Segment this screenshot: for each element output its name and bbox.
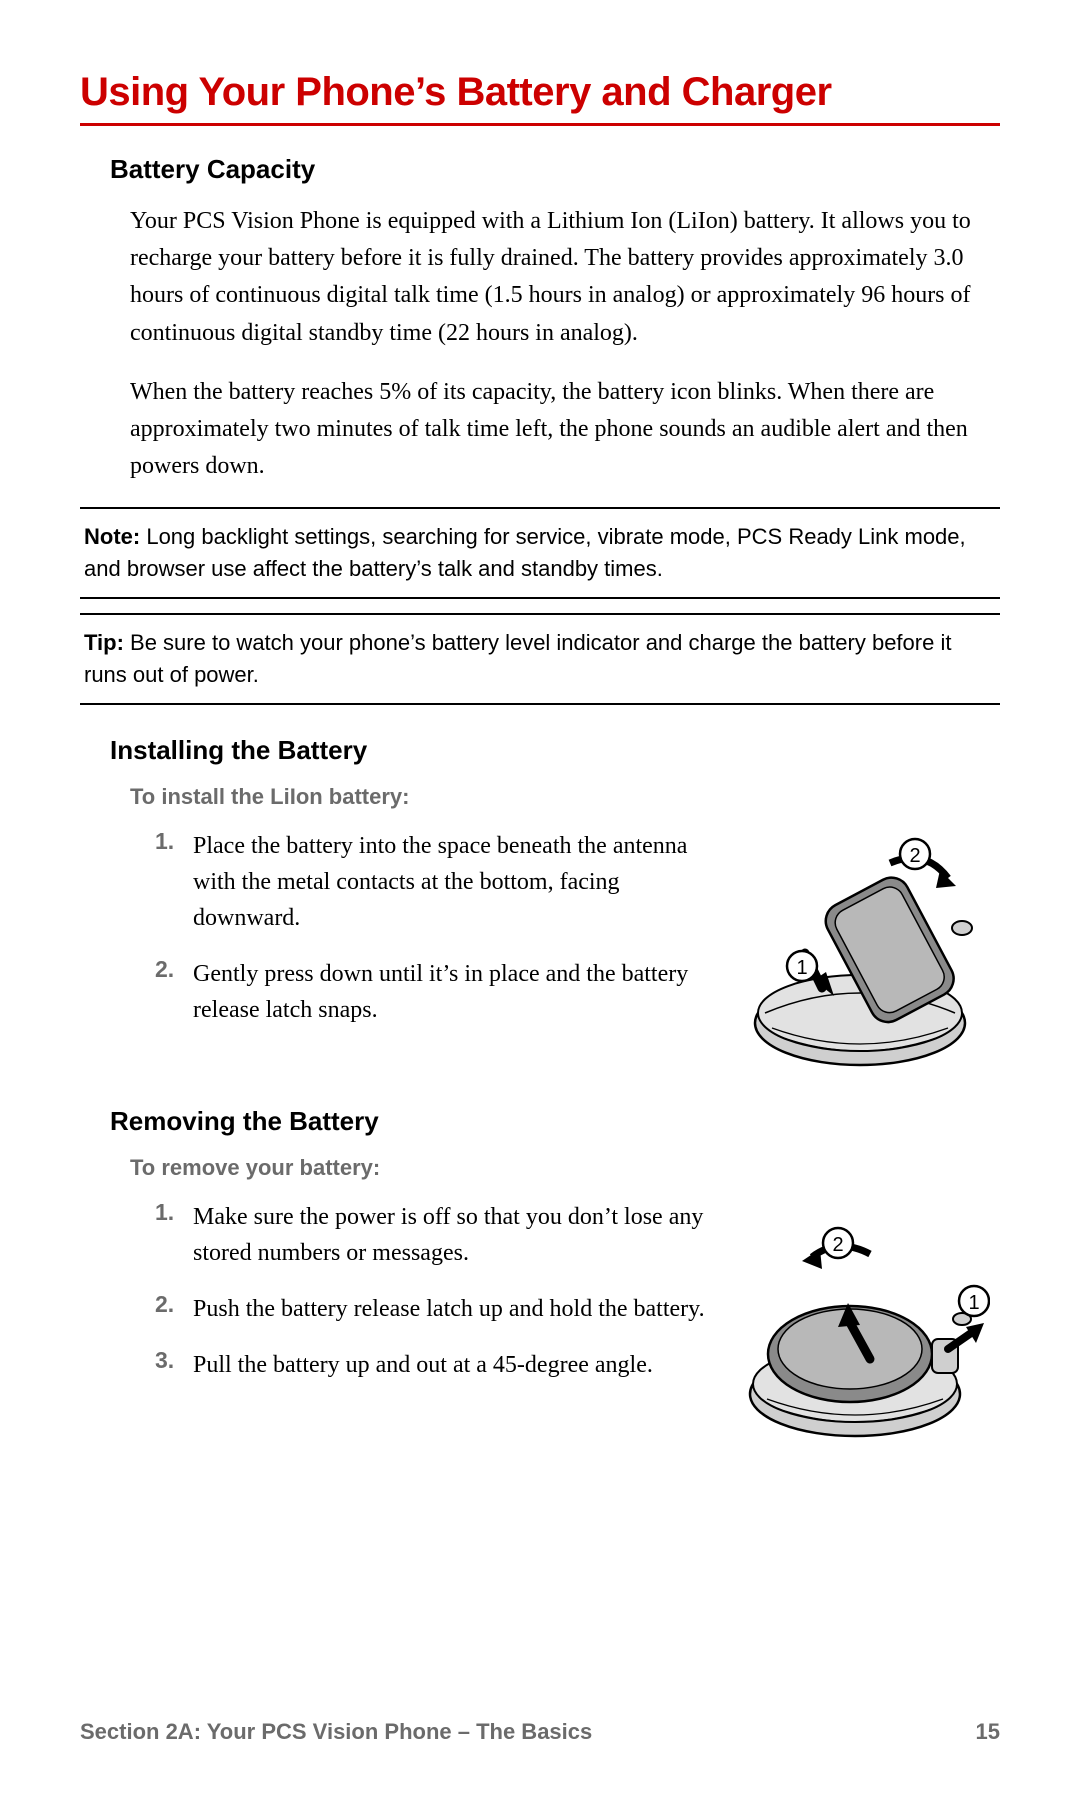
section-heading-installing: Installing the Battery (110, 735, 1000, 766)
section-heading-removing: Removing the Battery (110, 1106, 1000, 1137)
phone-remove-icon: 2 1 (730, 1199, 990, 1459)
tip-label: Tip: (84, 630, 124, 655)
list-item: 3. Pull the battery up and out at a 45-d… (155, 1347, 710, 1383)
step-text: Push the battery release latch up and ho… (193, 1291, 705, 1327)
step-number: 3. (155, 1347, 193, 1374)
install-battery-illustration: 1 2 (720, 828, 1000, 1088)
list-item: 2. Push the battery release latch up and… (155, 1291, 710, 1327)
step-number: 2. (155, 956, 193, 983)
page-footer: Section 2A: Your PCS Vision Phone – The … (80, 1719, 1000, 1745)
list-item: 2. Gently press down until it’s in place… (155, 956, 710, 1028)
section-heading-battery-capacity: Battery Capacity (110, 154, 1000, 185)
sub-label: To remove your battery: (130, 1155, 1000, 1181)
badge-1-icon: 1 (959, 1286, 989, 1316)
step-text: Gently press down until it’s in place an… (193, 956, 710, 1028)
tip-callout: Tip: Be sure to watch your phone’s batte… (80, 613, 1000, 705)
step-number: 2. (155, 1291, 193, 1318)
badge-2-icon: 2 (823, 1228, 853, 1258)
tip-text: Be sure to watch your phone’s battery le… (84, 630, 951, 687)
phone-install-icon: 1 2 (730, 828, 990, 1088)
step-text: Place the battery into the space beneath… (193, 828, 710, 936)
arrow-out-icon (948, 1323, 984, 1349)
svg-text:2: 2 (909, 845, 920, 867)
footer-section-label: Section 2A: Your PCS Vision Phone – The … (80, 1719, 592, 1745)
note-text: Long backlight settings, searching for s… (84, 524, 966, 581)
badge-1-icon: 1 (787, 951, 817, 981)
page-title: Using Your Phone’s Battery and Charger (80, 70, 1000, 126)
body-paragraph: Your PCS Vision Phone is equipped with a… (130, 203, 980, 352)
install-steps-list: 1. Place the battery into the space bene… (155, 828, 710, 1048)
svg-text:2: 2 (832, 1234, 843, 1256)
body-paragraph: When the battery reaches 5% of its capac… (130, 374, 980, 486)
step-number: 1. (155, 1199, 193, 1226)
step-text: Make sure the power is off so that you d… (193, 1199, 710, 1271)
sub-label: To install the LiIon battery: (130, 784, 1000, 810)
install-section-block: 1. Place the battery into the space bene… (80, 828, 1000, 1088)
footer-page-number: 15 (976, 1719, 1000, 1745)
remove-battery-illustration: 2 1 (720, 1199, 1000, 1459)
badge-2-icon: 2 (900, 839, 930, 869)
remove-steps-list: 1. Make sure the power is off so that yo… (155, 1199, 710, 1403)
step-number: 1. (155, 828, 193, 855)
note-callout: Note: Long backlight settings, searching… (80, 507, 1000, 599)
svg-text:1: 1 (796, 957, 807, 979)
remove-section-block: 1. Make sure the power is off so that yo… (80, 1199, 1000, 1459)
list-item: 1. Place the battery into the space bene… (155, 828, 710, 936)
svg-text:1: 1 (968, 1292, 979, 1314)
list-item: 1. Make sure the power is off so that yo… (155, 1199, 710, 1271)
note-label: Note: (84, 524, 140, 549)
step-text: Pull the battery up and out at a 45-degr… (193, 1347, 653, 1383)
